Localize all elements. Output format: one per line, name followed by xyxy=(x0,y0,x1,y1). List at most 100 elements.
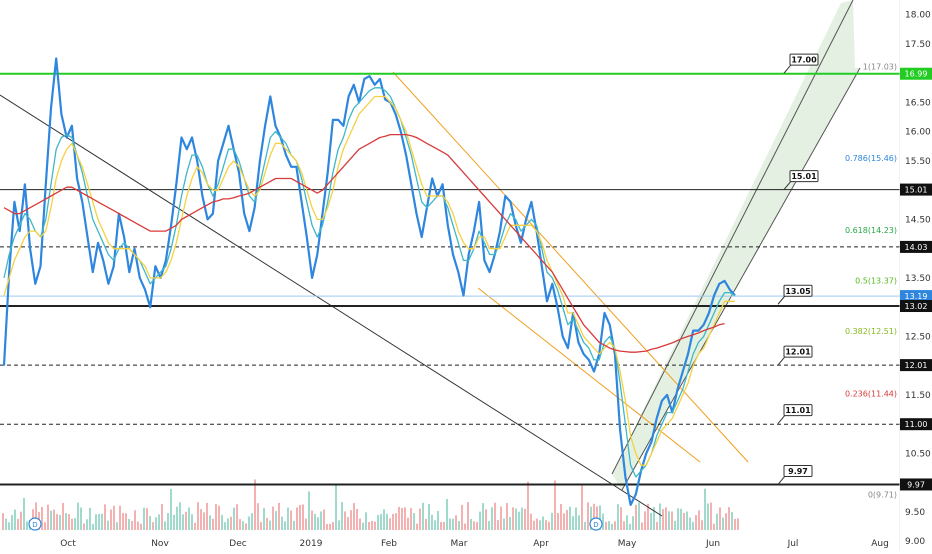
callout-label: 17.00 xyxy=(791,56,817,65)
price-tag: 11.00 xyxy=(905,420,928,429)
price-tag-bg xyxy=(900,359,932,372)
volume-bar xyxy=(239,519,241,530)
volume-bar xyxy=(158,514,160,530)
volume-bar xyxy=(431,514,433,530)
volume-bar xyxy=(50,510,52,530)
volume-bar xyxy=(515,508,517,530)
volume-bar xyxy=(416,523,418,530)
volume-bar xyxy=(101,513,103,530)
volume-bar xyxy=(443,522,445,530)
y-tick-label: 9.00 xyxy=(905,537,925,547)
volume-bar xyxy=(620,507,622,530)
volume-bar xyxy=(86,519,88,530)
volume-bar xyxy=(98,513,100,530)
volume-bar xyxy=(2,513,4,530)
volume-bar xyxy=(452,518,454,530)
volume-bar xyxy=(533,520,535,530)
volume-bar xyxy=(716,513,718,530)
volume-bar xyxy=(194,522,196,530)
x-tick-label: Jul xyxy=(787,539,799,549)
dividend-marker xyxy=(589,517,603,531)
volume-bar xyxy=(650,512,652,530)
volume-bar xyxy=(578,515,580,530)
volume-bar xyxy=(182,514,184,530)
volume-bar xyxy=(461,504,463,530)
volume-bar xyxy=(488,521,490,530)
volume-bar xyxy=(23,497,25,530)
volume-bar xyxy=(386,513,388,530)
y-tick-label: 18.00 xyxy=(905,11,931,21)
volume-bar xyxy=(671,511,673,530)
volume-bar xyxy=(734,518,736,530)
volume-bar xyxy=(602,513,604,530)
price-tag-bg xyxy=(900,183,932,196)
volume-bar xyxy=(170,488,172,530)
volume-bar xyxy=(491,507,493,530)
volume-bar xyxy=(47,504,49,530)
volume-bar xyxy=(260,522,262,530)
volume-bar xyxy=(539,520,541,530)
volume-bar xyxy=(674,520,676,530)
volume-bar xyxy=(314,513,316,530)
price-tag: 13.02 xyxy=(905,302,928,311)
volume-bar xyxy=(524,508,526,530)
volume-bar xyxy=(53,509,55,530)
x-tick-label: Mar xyxy=(451,539,468,549)
callout-label: 11.01 xyxy=(785,406,811,415)
volume-bar xyxy=(398,506,400,530)
volume-bar xyxy=(131,520,133,530)
volume-bar xyxy=(383,509,385,530)
volume-bar xyxy=(212,518,214,530)
volume-bar xyxy=(422,502,424,530)
callout-box xyxy=(789,53,819,66)
volume-bar xyxy=(311,510,313,530)
volume-bar xyxy=(374,521,376,530)
volume-bar xyxy=(299,504,301,530)
volume-bar xyxy=(191,514,193,530)
price-tag-bg xyxy=(900,418,932,431)
volume-bar xyxy=(518,511,520,530)
volume-bar xyxy=(347,517,349,530)
volume-bar xyxy=(632,516,634,530)
volume-bar xyxy=(284,521,286,530)
y-tick-label: 13.50 xyxy=(905,274,931,284)
callout-box xyxy=(783,464,813,477)
volume-bar xyxy=(329,523,331,530)
x-tick-label: Jun xyxy=(705,539,720,549)
volume-bar xyxy=(656,521,658,530)
volume-bar xyxy=(176,506,178,530)
volume-bar xyxy=(479,511,481,530)
volume-bar xyxy=(404,507,406,530)
y-tick-label: 12.50 xyxy=(905,332,931,342)
volume-bar xyxy=(728,507,730,530)
volume-bar xyxy=(290,510,292,530)
volume-bar xyxy=(698,510,700,530)
volume-bar xyxy=(713,523,715,530)
volume-bar xyxy=(155,517,157,530)
volume-bar xyxy=(335,484,337,530)
volume-bar xyxy=(401,507,403,530)
volume-bars xyxy=(2,479,739,530)
volume-bar xyxy=(644,511,646,530)
volume-bar xyxy=(413,513,415,530)
volume-bar xyxy=(254,479,256,530)
y-tick-label: 16.00 xyxy=(905,128,931,138)
fib-label: 0(9.71) xyxy=(868,491,897,500)
price-tag: 15.01 xyxy=(905,186,928,195)
volume-bar xyxy=(599,505,601,530)
x-tick-label: May xyxy=(618,539,637,549)
volume-bar xyxy=(395,513,397,530)
fib-label: 0.382(12.51) xyxy=(845,327,897,336)
volume-bar xyxy=(128,518,130,530)
volume-bar xyxy=(218,505,220,530)
level-callouts: 17.00 15.01 13.05 12.01 11.01 9.97 xyxy=(777,53,819,485)
volume-bar xyxy=(407,517,409,530)
volume-bar xyxy=(323,509,325,530)
callout-box xyxy=(783,404,813,417)
volume-bar xyxy=(368,522,370,530)
volume-bar xyxy=(509,517,511,530)
y-tick-label: 10.50 xyxy=(905,449,931,459)
volume-bar xyxy=(281,516,283,530)
